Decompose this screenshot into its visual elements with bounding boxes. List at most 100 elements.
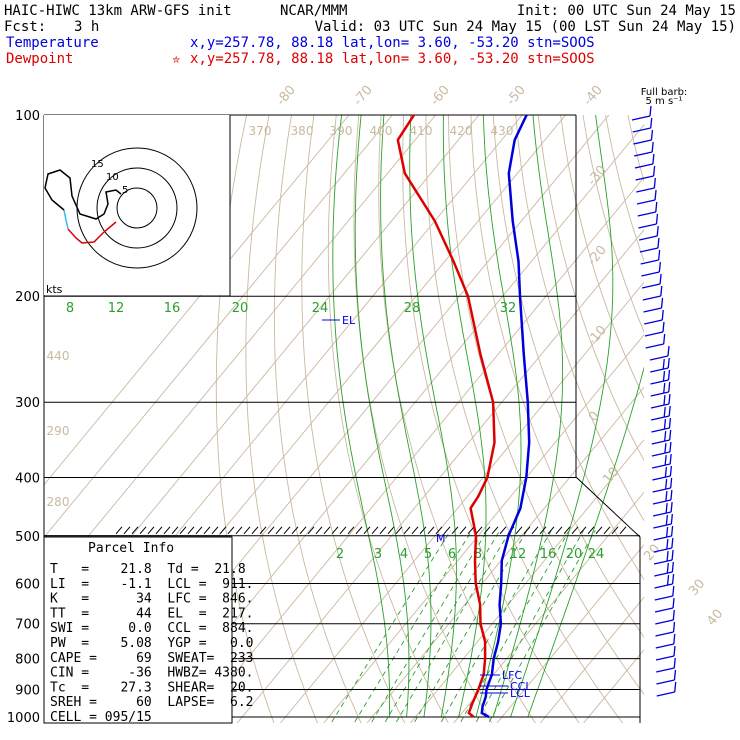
hodograph-background <box>44 115 230 295</box>
parcel-info-row: CELL = 095/15 <box>50 710 152 725</box>
mixing-ratio-lines <box>330 530 596 723</box>
wind-barb-flag <box>666 575 670 586</box>
wind-barb-flag <box>652 165 656 177</box>
wind-barb-flag <box>665 491 668 502</box>
mixing-ratio-label: 8 <box>66 301 74 316</box>
hatch-mark <box>115 526 123 535</box>
wind-barb-shaft <box>655 643 674 649</box>
pressure-tick-label: 100 <box>15 109 40 124</box>
wind-barb-shaft <box>653 547 672 553</box>
theta-label: 420 <box>450 124 473 138</box>
wind-barb-shaft <box>656 679 675 685</box>
wind-barb-shaft <box>637 211 656 217</box>
hatch-mark <box>539 526 547 535</box>
hatch-mark <box>475 526 483 535</box>
hatch-mark <box>227 526 235 535</box>
moist-adiabat-line <box>332 115 390 718</box>
wind-barb-flag <box>672 585 675 597</box>
pressure-tick-label: 200 <box>15 290 40 305</box>
wind-barb-shaft <box>643 307 662 313</box>
wind-barb-flag <box>663 407 666 418</box>
temperature-legend: Temperature <box>6 35 99 51</box>
hatch-mark <box>235 526 243 535</box>
wind-barb-flag <box>669 465 673 477</box>
mixing-ratio-label: 3 <box>374 547 382 562</box>
hatch-mark <box>123 526 131 535</box>
parcel-info-row: PW = 5.08 YGP = 0.0 <box>50 636 254 651</box>
isotherm-line <box>279 281 644 723</box>
dry-adiabat-line <box>515 115 644 522</box>
wind-barb-shaft <box>655 631 674 637</box>
parcel-info-row: SWI = 0.0 CCL = 884. <box>50 621 254 636</box>
mixing-ratio-label: 12 <box>108 301 125 316</box>
wind-barb-flag <box>665 527 669 538</box>
wind-barb-flag <box>660 297 664 309</box>
wind-barb-flag <box>664 467 668 478</box>
hatch-mark <box>187 526 195 535</box>
wind-barb-flag <box>673 633 676 645</box>
hatch-mark <box>427 526 435 535</box>
wind-barb-flag <box>668 417 672 429</box>
hatch-mark <box>251 526 259 535</box>
isotherm-label: 0 <box>586 409 603 425</box>
right-axis-lower <box>575 476 641 723</box>
moist-adiabat-line <box>354 115 410 718</box>
wind-barb-flag <box>666 539 669 550</box>
wind-barb-shaft <box>652 475 671 481</box>
hodograph-units: kts <box>46 283 63 296</box>
parcel-info-row: K = 34 LFC = 846. <box>50 592 254 607</box>
moist-adiabat-line <box>510 115 614 718</box>
isotherm-line <box>44 115 350 486</box>
star-icon: ✮ <box>172 51 180 67</box>
wind-barb-flag <box>664 479 668 490</box>
dry-adiabat-line <box>605 115 644 263</box>
pressure-tick-label: 700 <box>15 618 40 633</box>
wind-barb-shaft <box>654 595 673 601</box>
hatch-mark <box>411 526 419 535</box>
wind-barb-flag <box>669 429 672 441</box>
wind-barb-flag <box>664 443 667 454</box>
hatch-mark <box>211 526 219 535</box>
hatch-mark <box>259 526 267 535</box>
pressure-tick-label: 1000 <box>7 711 40 726</box>
wind-barb-shaft <box>650 367 669 373</box>
hatch-mark <box>339 526 347 535</box>
hatch-mark <box>467 526 475 535</box>
wind-barb-flag <box>668 381 671 393</box>
isotherm-line <box>323 334 644 723</box>
wind-barb-shaft <box>653 535 672 541</box>
parcel-marker-label: CCL <box>510 680 532 693</box>
hatch-mark <box>387 526 395 535</box>
mixing-ratio-line <box>395 530 511 723</box>
wind-barb-shaft <box>651 415 670 421</box>
wind-barbs <box>631 105 677 697</box>
wind-barb-flag <box>650 129 654 141</box>
wind-barb-flag <box>669 477 673 489</box>
wind-barb-flag <box>655 201 658 213</box>
isotherm-label: -30 <box>585 163 610 189</box>
hodograph-trace-red <box>67 221 117 244</box>
parcel-info-row: SREH = 60 LAPSE= 6.2 <box>50 695 254 710</box>
wind-barb-flag <box>670 501 673 513</box>
wind-barb-shaft <box>653 559 673 565</box>
wind-barb-shaft <box>640 259 659 265</box>
hatch-mark <box>243 526 251 535</box>
wind-barb-flag <box>662 359 665 370</box>
wind-barb-shaft <box>642 295 661 301</box>
isotherm-label: -50 <box>504 83 529 109</box>
isotherm-label: 10 <box>600 465 622 487</box>
mixing-ratio-label: 24 <box>312 301 329 316</box>
pressure-axis: 100 200 300 400 500 600 700 800 900 1000 <box>7 109 40 726</box>
wind-barb-flag <box>667 345 670 357</box>
wind-barb-shaft <box>632 127 651 133</box>
wind-barb-flag <box>671 537 674 549</box>
hatch-mark <box>587 526 595 535</box>
isotherm-line <box>44 115 437 591</box>
wind-barb-flag <box>672 609 675 621</box>
dry-adiabat-line <box>718 115 740 730</box>
model-title: HAIC-HIWC 13km ARW-GFS init <box>4 3 232 19</box>
hatch-mark <box>523 526 531 535</box>
wind-barb-shaft <box>652 487 671 493</box>
